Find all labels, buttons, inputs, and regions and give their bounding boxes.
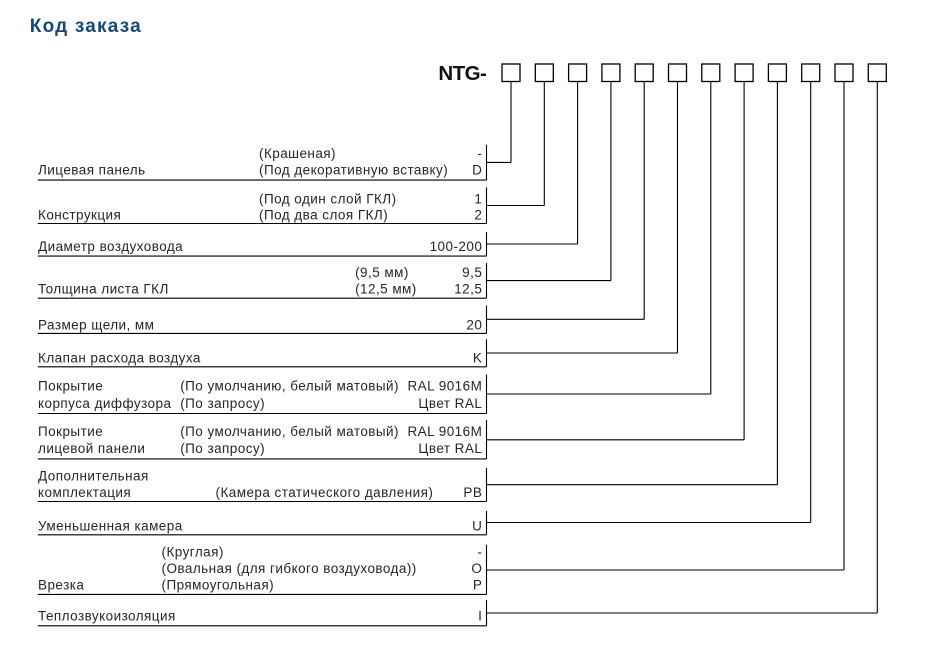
svg-text:U: U (472, 518, 482, 533)
svg-text:(Круглая): (Круглая) (162, 545, 224, 560)
svg-text:(12,5 мм): (12,5 мм) (355, 282, 417, 297)
svg-text:(Крашеная): (Крашеная) (259, 146, 336, 161)
svg-text:Клапан расхода воздуха: Клапан расхода воздуха (38, 351, 201, 366)
svg-text:-: - (477, 545, 482, 560)
svg-text:I: I (478, 608, 482, 623)
svg-text:Код заказа: Код заказа (30, 16, 142, 37)
svg-text:(Под два слоя ГКЛ): (Под два слоя ГКЛ) (259, 208, 388, 223)
svg-text:корпуса диффузора: корпуса диффузора (38, 396, 171, 411)
svg-text:K: K (473, 351, 482, 366)
svg-text:Врезка: Врезка (38, 578, 84, 593)
svg-text:Диаметр воздуховода: Диаметр воздуховода (38, 239, 183, 254)
svg-text:-: - (477, 146, 482, 161)
svg-text:(9,5 мм): (9,5 мм) (355, 265, 409, 280)
svg-text:PB: PB (463, 485, 482, 500)
svg-text:Цвет RAL: Цвет RAL (418, 441, 482, 456)
svg-text:(Овальная (для гибкого воздухо: (Овальная (для гибкого воздуховода)) (162, 561, 417, 576)
svg-text:O: O (471, 561, 482, 576)
svg-text:лицевой панели: лицевой панели (38, 441, 145, 456)
svg-text:Дополнительная: Дополнительная (38, 469, 149, 484)
svg-text:Покрытие: Покрытие (38, 424, 103, 439)
svg-text:Размер щели, мм: Размер щели, мм (38, 318, 154, 333)
svg-text:Цвет RAL: Цвет RAL (418, 396, 482, 411)
svg-text:(Прямоугольная): (Прямоугольная) (162, 578, 275, 593)
svg-text:RAL 9016M: RAL 9016M (407, 424, 482, 439)
svg-text:(Под декоративную вставку): (Под декоративную вставку) (259, 163, 448, 178)
svg-text:Толщина листа ГКЛ: Толщина листа ГКЛ (38, 282, 169, 297)
svg-text:9,5: 9,5 (462, 265, 482, 280)
svg-text:RAL 9016M: RAL 9016M (407, 379, 482, 394)
svg-text:20: 20 (466, 318, 482, 333)
svg-text:(По запросу): (По запросу) (180, 441, 265, 456)
svg-text:Лицевая панель: Лицевая панель (38, 163, 146, 178)
svg-text:Теплозвукоизоляция: Теплозвукоизоляция (38, 608, 176, 623)
svg-text:(По запросу): (По запросу) (180, 396, 265, 411)
svg-text:(По умолчанию, белый матовый): (По умолчанию, белый матовый) (180, 379, 399, 394)
svg-text:Конструкция: Конструкция (38, 208, 121, 223)
svg-text:12,5: 12,5 (454, 282, 482, 297)
svg-text:Покрытие: Покрытие (38, 379, 103, 394)
svg-text:(Камера статического давления): (Камера статического давления) (216, 485, 434, 500)
svg-text:(Под один слой ГКЛ): (Под один слой ГКЛ) (259, 191, 397, 206)
svg-text:100-200: 100-200 (430, 239, 483, 254)
svg-text:(По умолчанию, белый матовый): (По умолчанию, белый матовый) (180, 424, 399, 439)
svg-text:комплектация: комплектация (38, 485, 131, 500)
svg-text:D: D (472, 163, 482, 178)
svg-text:Уменьшенная камера: Уменьшенная камера (38, 518, 183, 533)
svg-text:NTG-: NTG- (438, 62, 486, 85)
svg-text:P: P (473, 578, 482, 593)
svg-text:1: 1 (474, 191, 482, 206)
svg-text:2: 2 (474, 208, 482, 223)
